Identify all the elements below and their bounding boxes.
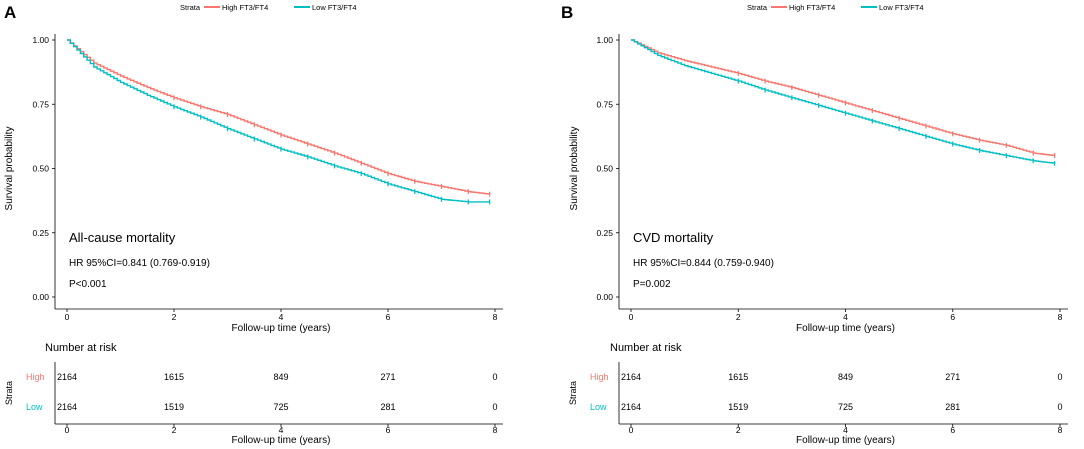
y-tick-label: 0.50 [32, 164, 49, 174]
x-tick-label: 4 [279, 312, 284, 322]
risk-table: Number at risk High 2164 1615 849 271 0 Low 2164… [4, 342, 503, 446]
risk-strata-label: Strata [4, 381, 14, 405]
y-tick-label: 0.00 [32, 292, 49, 302]
risk-value: 271 [945, 372, 960, 382]
y-tick-label: 0.75 [32, 99, 49, 109]
risk-value: 725 [838, 402, 853, 412]
x-tick-label: 2 [172, 312, 177, 322]
legend: Strata High FT3/FT4 Low FT3/FT4 [747, 3, 924, 12]
risk-value: 0 [492, 372, 497, 382]
risk-value: 849 [273, 372, 288, 382]
legend-entry: Low FT3/FT4 [312, 3, 357, 12]
legend-title: Strata [180, 3, 201, 12]
x-tick-label: 6 [950, 312, 955, 322]
risk-x-tick-label: 2 [172, 425, 177, 435]
annotation-p: P=0.002 [633, 279, 671, 290]
x-tick-label: 8 [1058, 312, 1063, 322]
risk-table: Number at risk High 2164 1615 849 271 0 Low 2164… [568, 342, 1068, 446]
legend-entry: High FT3/FT4 [222, 3, 268, 12]
risk-x-tick-label: 6 [950, 425, 955, 435]
y-axis-title: Survival probability [569, 127, 580, 211]
x-tick-label: 4 [843, 312, 848, 322]
risk-row-label: Low [590, 402, 607, 412]
risk-value: 1615 [728, 372, 748, 382]
risk-x-tick-label: 4 [843, 425, 848, 435]
legend-entry: High FT3/FT4 [789, 3, 835, 12]
risk-table-title: Number at risk [610, 342, 682, 354]
series-line-low [67, 39, 490, 203]
risk-value: 2164 [621, 372, 641, 382]
y-tick-label: 0.75 [596, 99, 613, 109]
risk-value: 281 [380, 402, 395, 412]
x-tick-label: 2 [736, 312, 741, 322]
panel-b: B Strata High FT3/FT4 Low FT3/FT4 0.00 0.25 0.… [561, 3, 1068, 446]
risk-row-label: High [590, 372, 609, 382]
x-tick-label: 6 [386, 312, 391, 322]
y-axis-title: Survival probability [4, 127, 15, 211]
y-tick-label: 0.25 [32, 228, 49, 238]
panel-a: A Strata High FT3/FT4 Low FT3/FT4 0.00 0.25 0.… [4, 3, 503, 446]
annotation-p: P<0.001 [69, 279, 107, 290]
risk-value: 2164 [621, 402, 641, 412]
risk-value: 1519 [728, 402, 748, 412]
panel-letter: B [561, 3, 573, 22]
annotation-title: All-cause mortality [69, 230, 176, 245]
risk-value: 725 [273, 402, 288, 412]
annotation-hr: HR 95%CI=0.844 (0.759-0.940) [633, 258, 774, 269]
series-line-high [67, 39, 491, 195]
risk-x-tick-label: 4 [279, 425, 284, 435]
risk-strata-label: Strata [568, 381, 578, 405]
risk-value: 0 [1057, 372, 1062, 382]
risk-x-tick-label: 8 [1058, 425, 1063, 435]
risk-value: 849 [838, 372, 853, 382]
risk-row-label: High [26, 372, 45, 382]
risk-table-title: Number at risk [45, 342, 117, 354]
x-axis-title: Follow-up time (years) [232, 323, 331, 334]
risk-x-tick-label: 6 [386, 425, 391, 435]
risk-row-label: Low [26, 402, 43, 412]
risk-x-axis-title: Follow-up time (years) [232, 435, 331, 446]
legend-entry: Low FT3/FT4 [879, 3, 924, 12]
x-tick-label: 8 [493, 312, 498, 322]
legend-title: Strata [747, 3, 768, 12]
panel-letter: A [4, 3, 16, 22]
y-tick-label: 0.25 [596, 228, 613, 238]
risk-value: 0 [1057, 402, 1062, 412]
risk-value: 0 [492, 402, 497, 412]
y-tick-label: 1.00 [32, 35, 49, 45]
y-tick-label: 0.00 [596, 292, 613, 302]
risk-x-tick-label: 0 [629, 425, 634, 435]
x-axis-title: Follow-up time (years) [796, 323, 895, 334]
risk-value: 1615 [164, 372, 184, 382]
risk-x-tick-label: 0 [65, 425, 70, 435]
risk-value: 271 [380, 372, 395, 382]
annotation-title: CVD mortality [633, 230, 714, 245]
risk-value: 1519 [164, 402, 184, 412]
risk-x-tick-label: 8 [493, 425, 498, 435]
risk-value: 2164 [57, 372, 77, 382]
x-tick-label: 0 [65, 312, 70, 322]
risk-value: 2164 [57, 402, 77, 412]
risk-value: 281 [945, 402, 960, 412]
legend: Strata High FT3/FT4 Low FT3/FT4 [180, 3, 357, 12]
risk-x-tick-label: 2 [736, 425, 741, 435]
annotation-hr: HR 95%CI=0.841 (0.769-0.919) [69, 258, 210, 269]
y-tick-label: 0.50 [596, 164, 613, 174]
series-line-high [631, 39, 1056, 156]
risk-x-axis-title: Follow-up time (years) [796, 435, 895, 446]
x-tick-label: 0 [629, 312, 634, 322]
y-tick-label: 1.00 [596, 35, 613, 45]
